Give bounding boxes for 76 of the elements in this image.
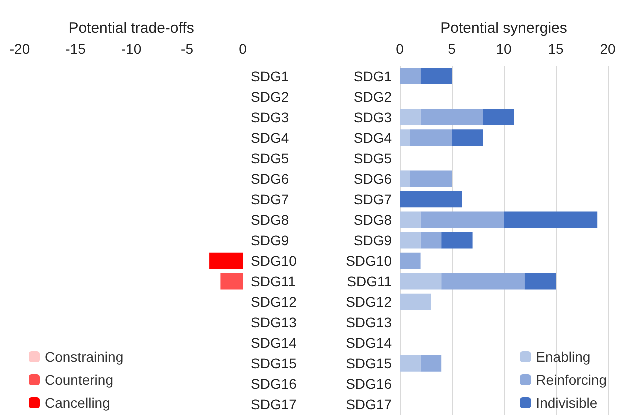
y-tick-label: SDG17	[251, 396, 298, 413]
bar	[400, 294, 432, 310]
y-tick-label: SDG15	[251, 356, 298, 372]
y-tick-label: SDG14	[251, 335, 298, 352]
legend-label: Reinforcing	[536, 372, 608, 388]
y-tick-label: SDG15	[346, 356, 392, 372]
x-tick-label: -5	[181, 41, 194, 57]
bar	[442, 273, 525, 290]
legend-label: Cancelling	[45, 395, 110, 411]
y-tick-label: SDG6	[251, 170, 290, 187]
y-tick-label: SDG7	[354, 191, 392, 208]
y-tick-label: SDG5	[251, 150, 290, 166]
bar	[400, 212, 421, 228]
y-tick-label: SDG16	[251, 376, 298, 392]
y-tick-label: SDG5	[354, 150, 392, 166]
y-tick-label: SDG4	[354, 130, 392, 146]
y-tick-label: SDG10	[251, 253, 298, 270]
bar	[400, 68, 421, 84]
x-tick-label: 0	[239, 41, 248, 57]
bar	[400, 252, 421, 270]
y-tick-label: SDG12	[346, 294, 392, 310]
y-tick-label: SDG11	[347, 274, 392, 290]
bar	[504, 212, 598, 228]
bar	[400, 191, 462, 208]
y-tick-label: SDG1	[354, 68, 392, 84]
y-tick-label: SDG10	[346, 253, 392, 270]
x-tick-label: -20	[10, 41, 30, 57]
bar	[452, 130, 484, 146]
y-tick-label: SDG2	[354, 88, 392, 105]
y-tick-label: SDG13	[346, 314, 392, 331]
bar	[400, 273, 442, 290]
bar	[400, 232, 421, 249]
bar	[420, 212, 504, 228]
y-tick-label: SDG8	[354, 212, 392, 228]
bar	[524, 273, 556, 290]
y-tick-label: SDG16	[346, 376, 392, 392]
y-tick-label: SDG3	[251, 109, 290, 126]
x-tick-label: 10	[496, 41, 512, 57]
y-tick-label: SDG14	[346, 335, 392, 352]
x-tick-label: 0	[396, 41, 404, 57]
x-tick-label: 20	[600, 41, 616, 57]
bar	[400, 355, 421, 372]
legend-label: Indivisible	[536, 395, 598, 411]
x-axis-title: Potential synergies	[440, 20, 568, 37]
x-tick-label: 5	[448, 41, 456, 57]
bar	[420, 232, 442, 249]
legend-label: Countering	[45, 372, 114, 388]
y-tick-label: SDG11	[251, 274, 296, 290]
x-tick-label: -10	[121, 41, 142, 57]
y-tick-label: SDG7	[251, 191, 290, 208]
y-tick-label: SDG9	[354, 232, 392, 248]
y-tick-label: SDG9	[251, 232, 290, 248]
y-tick-label: SDG1	[251, 68, 290, 84]
y-tick-label: SDG4	[251, 130, 290, 146]
y-tick-label: SDG6	[354, 170, 392, 187]
y-tick-label: SDG13	[251, 314, 298, 331]
y-tick-label: SDG8	[251, 212, 290, 228]
y-tick-label: SDG12	[251, 294, 298, 310]
bar	[410, 130, 452, 146]
x-tick-label: 15	[548, 41, 564, 57]
bar	[442, 232, 473, 249]
bar	[400, 170, 410, 188]
y-tick-label: SDG2	[251, 88, 290, 105]
x-axis-title: Potential trade-offs	[68, 20, 194, 37]
y-tick-label: SDG17	[346, 396, 392, 413]
bar	[420, 355, 442, 372]
bar	[420, 109, 484, 126]
bar	[400, 109, 421, 126]
bar	[420, 68, 452, 84]
bar	[483, 109, 514, 126]
y-tick-label: SDG3	[354, 109, 392, 126]
bar	[400, 130, 410, 146]
bar	[410, 170, 452, 188]
legend-label: Enabling	[536, 349, 591, 365]
x-tick-label: -15	[66, 41, 86, 57]
legend-label: Constraining	[45, 349, 124, 365]
